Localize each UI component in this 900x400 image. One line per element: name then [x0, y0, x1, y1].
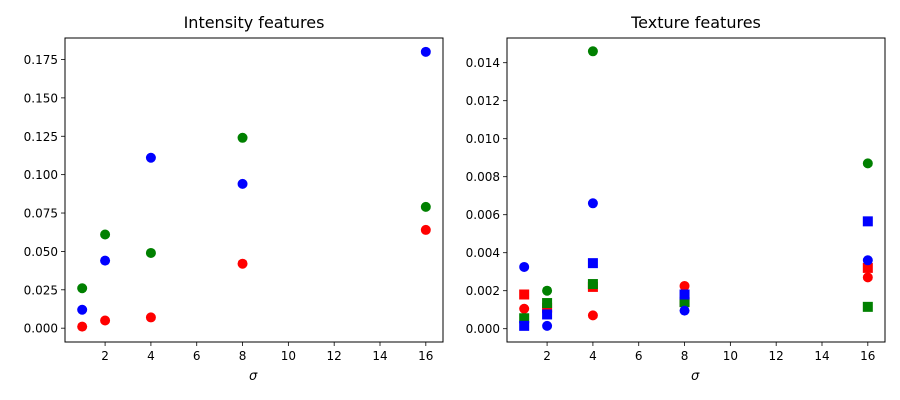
- data-point-square: [862, 262, 873, 273]
- data-point-square: [587, 258, 598, 269]
- data-point-circle: [420, 46, 431, 57]
- data-point-circle: [587, 198, 598, 209]
- data-point-circle: [420, 224, 431, 235]
- data-point-circle: [77, 321, 88, 332]
- x-tick-label: 10: [723, 349, 738, 363]
- texture-plot: 2 4 6 8 10 12 14 16 0.000 0.002 0.004 0.006 0.008 0.0…: [466, 37, 886, 363]
- data-point-circle: [519, 261, 530, 272]
- data-point-circle: [77, 304, 88, 315]
- data-point-circle: [420, 201, 431, 212]
- data-point-square: [862, 301, 873, 312]
- data-point-circle: [237, 258, 248, 269]
- y-tick-label: 0.006: [466, 208, 500, 222]
- x-tick-label: 10: [281, 349, 296, 363]
- data-point-square: [587, 279, 598, 290]
- data-point-circle: [679, 280, 690, 291]
- y-tick-label: 0.014: [466, 56, 500, 70]
- x-tick-label: 14: [814, 349, 829, 363]
- x-tick-label: 2: [543, 349, 551, 363]
- intensity-plot: 2 4 6 8 10 12 14 16 0.000 0.025 0.050 0.075 0.100 0.1…: [24, 37, 444, 363]
- x-tick-label: 4: [589, 349, 597, 363]
- x-tick-label: 6: [635, 349, 643, 363]
- data-point-circle: [542, 320, 553, 331]
- y-tick-label: 0.050: [24, 245, 58, 259]
- y-tick-label: 0.012: [466, 94, 500, 108]
- x-tick-label: 2: [101, 349, 109, 363]
- x-tick-label: 4: [147, 349, 155, 363]
- y-tick-label: 0.175: [24, 53, 58, 67]
- data-point-circle: [587, 310, 598, 321]
- x-tick-label: 16: [418, 349, 433, 363]
- texture-title: Texture features: [631, 13, 761, 32]
- x-tick-label: 8: [681, 349, 689, 363]
- texture-panel: Texture features 2 4 6 8 10 12 14 16 0.000 0.002 0…: [450, 0, 900, 400]
- data-point-square: [542, 309, 553, 320]
- y-tick-label: 0.008: [466, 170, 500, 184]
- data-point-square: [519, 320, 530, 331]
- data-point-circle: [145, 152, 156, 163]
- data-point-circle: [145, 247, 156, 258]
- data-point-circle: [587, 46, 598, 57]
- y-tick-label: 0.125: [24, 130, 58, 144]
- data-point-square: [679, 289, 690, 300]
- y-tick-label: 0.100: [24, 168, 58, 182]
- data-point-circle: [862, 272, 873, 283]
- data-point-circle: [100, 255, 111, 266]
- data-point-circle: [100, 229, 111, 240]
- data-point-square: [862, 216, 873, 227]
- data-point-square: [542, 298, 553, 309]
- x-tick-label: 12: [769, 349, 784, 363]
- plot-frame: [506, 37, 886, 343]
- data-point-circle: [237, 178, 248, 189]
- data-point-circle: [679, 305, 690, 316]
- x-tick-label: 8: [239, 349, 247, 363]
- y-tick-label: 0.000: [466, 322, 500, 336]
- y-tick-label: 0.000: [24, 322, 58, 336]
- intensity-panel: Intensity features 2 4 6 8 10 12 14 16 0.000 0.02…: [24, 13, 444, 384]
- data-point-circle: [77, 283, 88, 294]
- x-tick-label: 16: [860, 349, 875, 363]
- y-tick-label: 0.002: [466, 284, 500, 298]
- data-point-circle: [542, 285, 553, 296]
- intensity-xlabel: σ: [249, 369, 258, 384]
- data-point-circle: [519, 303, 530, 314]
- intensity-title: Intensity features: [183, 13, 325, 32]
- data-point-square: [519, 289, 530, 300]
- y-tick-label: 0.150: [24, 91, 58, 105]
- y-tick-label: 0.010: [466, 132, 500, 146]
- data-point-circle: [100, 315, 111, 326]
- x-tick-label: 12: [327, 349, 342, 363]
- data-point-circle: [237, 132, 248, 143]
- data-point-circle: [862, 255, 873, 266]
- x-tick-label: 14: [372, 349, 387, 363]
- texture-xlabel: σ: [691, 369, 700, 384]
- y-tick-label: 0.025: [24, 283, 58, 297]
- x-tick-label: 6: [193, 349, 201, 363]
- y-tick-label: 0.004: [466, 246, 500, 260]
- y-tick-label: 0.075: [24, 207, 58, 221]
- data-point-circle: [862, 158, 873, 169]
- data-point-square: [519, 313, 530, 324]
- data-point-circle: [145, 312, 156, 323]
- plot-frame: [64, 37, 444, 343]
